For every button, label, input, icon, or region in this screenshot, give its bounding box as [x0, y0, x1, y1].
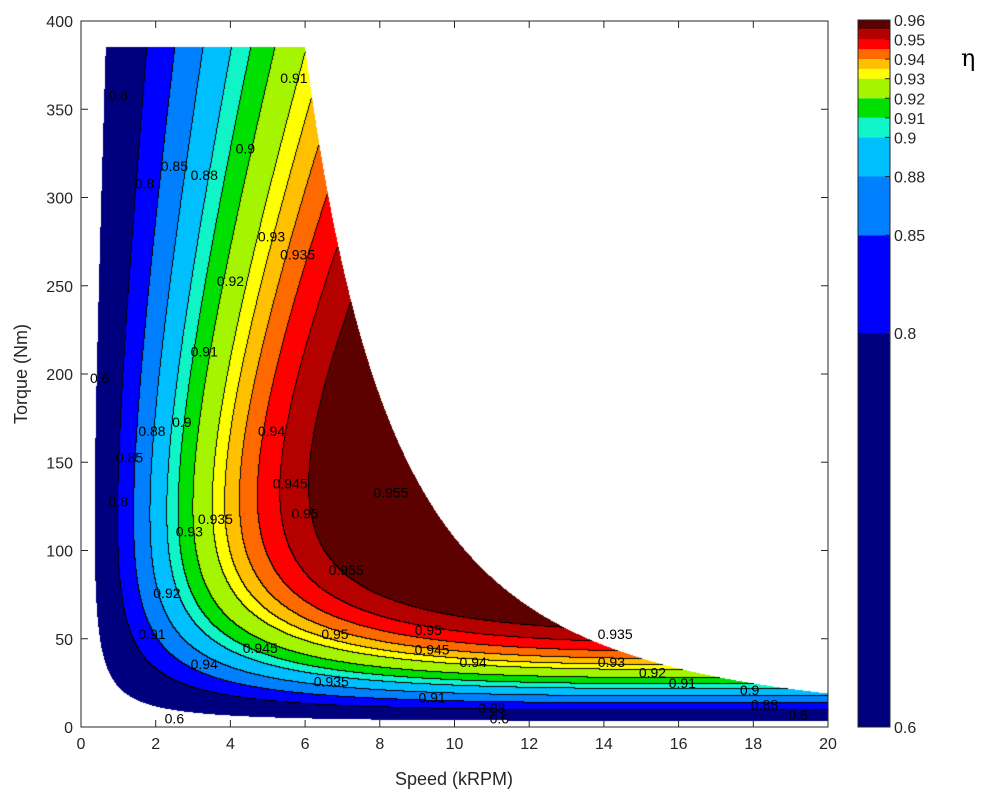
- contour-label: 0.88: [751, 696, 778, 712]
- contour-label: 0.92: [153, 585, 180, 601]
- colorbar-band: [858, 235, 890, 333]
- contour-label: 0.935: [280, 246, 315, 262]
- contour-label: 0.88: [478, 700, 505, 716]
- contour-label: 0.92: [639, 665, 666, 681]
- contour-label: 0.93: [176, 523, 203, 539]
- colorbar-band: [858, 39, 890, 50]
- x-tick-label: 20: [819, 736, 837, 753]
- y-tick-label: 0: [64, 720, 73, 737]
- contour-label: 0.6: [90, 370, 110, 386]
- contour-label: 0.95: [321, 626, 348, 642]
- contour-label: 0.85: [161, 158, 188, 174]
- contour-label: 0.91: [669, 675, 696, 691]
- x-tick-label: 10: [446, 736, 464, 753]
- contour-labels: 0.60.60.6 0.6 0.60.80.80.850.850.880.880.8…: [90, 70, 808, 727]
- contour-label: 0.945: [415, 642, 450, 658]
- colorbar-tick-label: 0.95: [894, 33, 925, 50]
- contour-label: 0.95: [415, 622, 442, 638]
- x-tick-label: 16: [670, 736, 688, 753]
- contour-label: 0.93: [598, 654, 625, 670]
- contour-label: 0.92: [217, 273, 244, 289]
- colorbar-band: [858, 137, 890, 177]
- contour-label: 0.6: [490, 710, 510, 726]
- colorbar-band: [858, 333, 890, 727]
- contour-label: 0.935: [598, 626, 633, 642]
- y-tick-label: 200: [46, 367, 73, 384]
- colorbar-band: [858, 98, 890, 118]
- contour-label: 0.94: [460, 654, 487, 670]
- plot-frame: [80, 20, 829, 728]
- colorbar-band: [858, 29, 890, 40]
- colorbar-frame: [857, 19, 891, 728]
- contour-label: 0.9: [236, 140, 256, 156]
- colorbar-tick-label: 0.91: [894, 111, 925, 128]
- colorbar-tick-label: 0.85: [894, 228, 925, 245]
- contour-label: 0.91: [138, 626, 165, 642]
- contour-label: 0.8: [135, 176, 155, 192]
- contour-label: 0.955: [373, 485, 408, 501]
- colorbar-band: [858, 68, 890, 79]
- y-tick-label: 350: [46, 102, 73, 119]
- contour-label: 0.95: [291, 506, 318, 522]
- x-tick-label: 4: [226, 736, 235, 753]
- contour-label: 0.93: [258, 229, 285, 245]
- colorbar-band: [858, 49, 890, 60]
- y-tick-label: 100: [46, 544, 73, 561]
- colorbar: 0.6 0.8 0.85 0.88 0.9 0.91 0.92 0.93 0.94 0.95 0.9…: [857, 13, 925, 737]
- colorbar-tick-label: 0.9: [894, 130, 916, 147]
- contour-label: 0.94: [191, 656, 218, 672]
- y-axis: 0 50 100 150 200 250 300 350 400: [46, 14, 828, 737]
- contour-label: 0.945: [273, 476, 308, 492]
- colorbar-tick-label: 0.8: [894, 326, 916, 343]
- colorbar-tick-label: 0.88: [894, 170, 925, 187]
- contour-label: 0.94: [258, 423, 285, 439]
- contour-label: 0.85: [116, 449, 143, 465]
- contour-label: 0.6: [109, 87, 129, 103]
- contour-fill: [81, 21, 828, 727]
- x-axis-label: Speed (kRPM): [395, 769, 513, 789]
- colorbar-tick-label: 0.6: [894, 720, 916, 737]
- y-axis-label: Torque (Nm): [11, 324, 31, 424]
- contour-label: 0.88: [191, 167, 218, 183]
- contour-label: 0.6: [788, 707, 808, 723]
- x-tick-label: 8: [375, 736, 384, 753]
- y-tick-label: 400: [46, 14, 73, 31]
- x-axis: 0 2 4 6 8 10 12 14 16 18 20: [77, 21, 837, 753]
- colorbar-band: [858, 20, 890, 30]
- contour-label: 0.935: [314, 673, 349, 689]
- x-tick-label: 6: [301, 736, 310, 753]
- y-tick-label: 300: [46, 191, 73, 208]
- x-tick-label: 14: [595, 736, 613, 753]
- contour-label: 0.91: [280, 70, 307, 86]
- colorbar-band: [858, 78, 890, 99]
- contour-label: 0.91: [418, 689, 445, 705]
- contour-label: 0.945: [243, 640, 278, 656]
- colorbar-tick-label: 0.94: [894, 52, 925, 69]
- contour-label: 0.9: [740, 682, 760, 698]
- colorbar-band: [858, 176, 890, 236]
- colorbar-tick-label: 0.92: [894, 91, 925, 108]
- contour-label: 0.6: [165, 710, 185, 726]
- y-tick-label: 250: [46, 279, 73, 296]
- x-tick-label: 0: [77, 736, 86, 753]
- contour-label: 0.8: [109, 493, 129, 509]
- contour-label: 0.91: [191, 343, 218, 359]
- y-tick-label: 50: [55, 632, 73, 649]
- x-tick-label: 2: [151, 736, 160, 753]
- contour-label: 0.88: [138, 423, 165, 439]
- y-tick-label: 150: [46, 455, 73, 472]
- contour-label: 0.955: [329, 562, 364, 578]
- x-tick-label: 12: [520, 736, 538, 753]
- contour-label: 0.9: [172, 414, 192, 430]
- colorbar-label: η: [961, 44, 975, 72]
- colorbar-band: [858, 59, 890, 69]
- x-tick-label: 18: [744, 736, 762, 753]
- colorbar-tick-label: 0.93: [894, 72, 925, 89]
- colorbar-band: [858, 117, 890, 138]
- contour-label: 0.935: [198, 511, 233, 527]
- colorbar-tick-label: 0.96: [894, 13, 925, 30]
